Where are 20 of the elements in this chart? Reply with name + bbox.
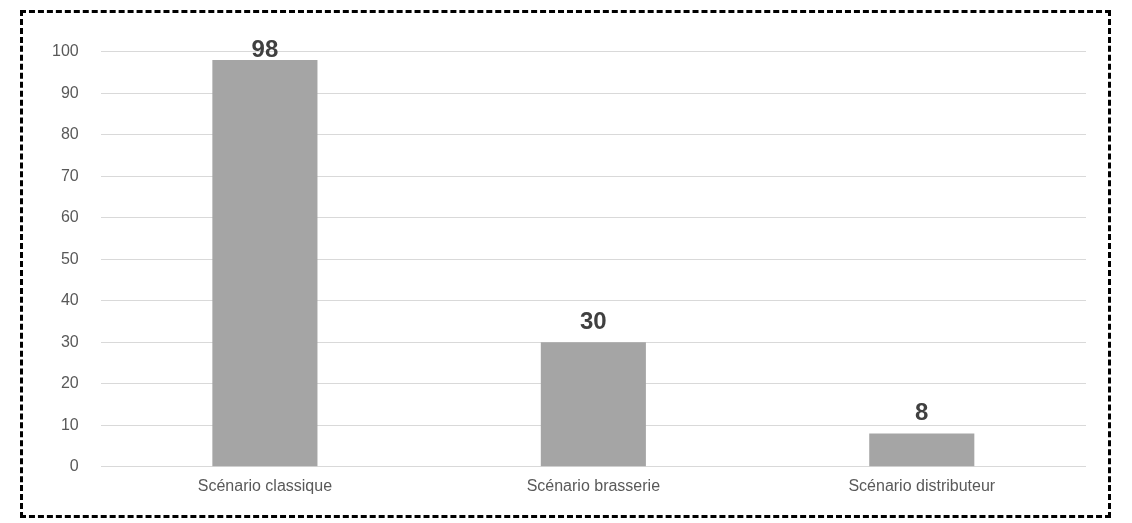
y-tick-label: 50: [60, 249, 79, 267]
y-tick-label: 60: [60, 208, 79, 226]
y-tick-label: 90: [60, 83, 79, 101]
x-tick-label: Scénario classique: [197, 476, 333, 494]
x-tick-label: Scénario brasserie: [526, 476, 661, 494]
y-tick-label: 80: [60, 125, 79, 143]
bar: [869, 433, 975, 467]
y-tick-label: 20: [60, 374, 79, 392]
y-tick-label: 100: [51, 42, 79, 60]
x-tick-label: Scénario distributeur: [848, 476, 996, 494]
data-label: 98: [251, 34, 279, 62]
data-label: 30: [580, 306, 607, 334]
y-tick-label: 10: [60, 415, 79, 433]
y-tick-label: 70: [60, 166, 79, 184]
y-tick-label: 0: [69, 457, 79, 475]
bar: [540, 342, 646, 467]
data-label: 8: [915, 398, 929, 426]
bar: [212, 59, 318, 467]
y-tick-label: 40: [60, 291, 79, 309]
y-tick-label: 30: [60, 332, 79, 350]
